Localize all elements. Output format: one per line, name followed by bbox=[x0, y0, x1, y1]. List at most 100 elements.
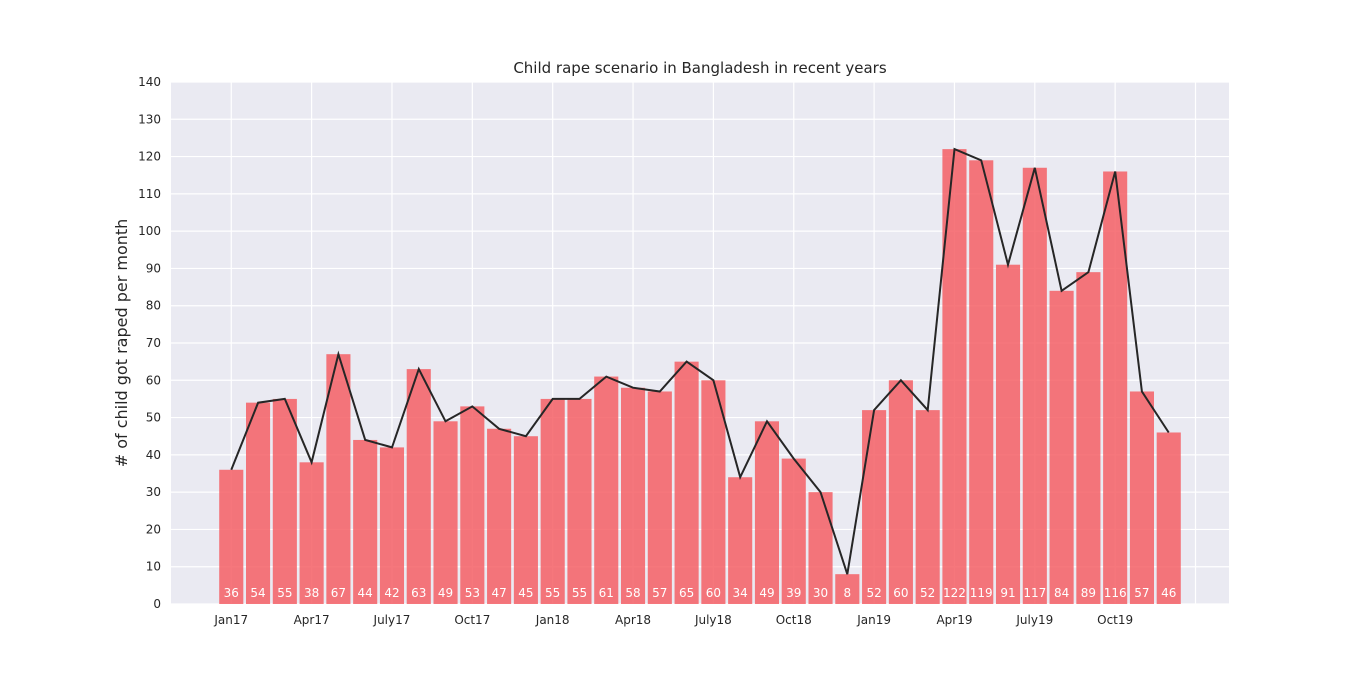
bar bbox=[915, 410, 940, 604]
bar bbox=[674, 361, 699, 604]
x-tick-label: July18 bbox=[694, 613, 732, 627]
bar bbox=[567, 398, 592, 604]
x-tick-label: Oct17 bbox=[454, 613, 490, 627]
y-tick-label: 80 bbox=[146, 299, 161, 313]
bar-value-label: 49 bbox=[759, 586, 774, 600]
bar bbox=[647, 391, 672, 604]
y-tick-label: 60 bbox=[146, 373, 161, 387]
bar-value-label: 54 bbox=[250, 586, 265, 600]
x-tick-label: Oct18 bbox=[776, 613, 812, 627]
chart-title: Child rape scenario in Bangladesh in rec… bbox=[513, 59, 887, 77]
bar-value-label: 116 bbox=[1104, 586, 1127, 600]
bar-value-label: 38 bbox=[304, 586, 319, 600]
bar bbox=[781, 458, 806, 604]
y-axis-label: # of child got raped per month bbox=[112, 219, 131, 468]
bar-value-label: 53 bbox=[465, 586, 480, 600]
trend-line bbox=[230, 147, 1170, 575]
data-labels: 36 54 55 38 67 44 42 63 49 53 47 45 55 55 61 58 57 65 60 34… bbox=[224, 586, 1177, 600]
bar bbox=[540, 398, 565, 604]
bar-value-label: 44 bbox=[358, 586, 373, 600]
bar-value-label: 117 bbox=[1023, 586, 1046, 600]
bar-value-label: 122 bbox=[943, 586, 966, 600]
x-tick-label: Apr17 bbox=[294, 613, 330, 627]
x-tick-label: Oct19 bbox=[1097, 613, 1133, 627]
bar-value-label: 60 bbox=[706, 586, 721, 600]
bar-value-label: 34 bbox=[733, 586, 748, 600]
bar bbox=[326, 354, 351, 604]
bar bbox=[353, 439, 378, 604]
bar-value-label: 49 bbox=[438, 586, 453, 600]
bar-value-label: 8 bbox=[843, 586, 851, 600]
x-axis-ticks: Jan17 Apr17 July17 Oct17 Jan18 Apr18 July18 Oct… bbox=[213, 613, 1133, 627]
y-axis-ticks: 0 10 20 30 40 50 60 70 80 90 100 110 120 130 140 bbox=[138, 75, 161, 611]
bar-value-label: 30 bbox=[813, 586, 828, 600]
bar bbox=[513, 436, 538, 604]
y-tick-label: 10 bbox=[146, 560, 161, 574]
y-tick-label: 0 bbox=[153, 597, 161, 611]
bar bbox=[942, 149, 967, 604]
y-tick-label: 100 bbox=[138, 224, 161, 238]
y-tick-label: 110 bbox=[138, 187, 161, 201]
bar-value-label: 89 bbox=[1081, 586, 1096, 600]
bar bbox=[219, 469, 244, 604]
bar bbox=[1022, 167, 1047, 604]
bar bbox=[835, 574, 860, 604]
y-tick-label: 130 bbox=[138, 112, 161, 126]
bar-value-label: 36 bbox=[224, 586, 239, 600]
bar bbox=[379, 447, 405, 604]
bar-value-label: 55 bbox=[277, 586, 292, 600]
bar bbox=[808, 492, 833, 604]
y-tick-label: 70 bbox=[146, 336, 161, 350]
bar bbox=[245, 402, 271, 604]
bar-value-label: 45 bbox=[518, 586, 533, 600]
x-tick-label: Jan19 bbox=[856, 613, 891, 627]
bar-value-label: 57 bbox=[652, 586, 667, 600]
bar bbox=[995, 264, 1021, 604]
bar bbox=[594, 376, 619, 604]
bar bbox=[701, 380, 726, 604]
bar-value-label: 52 bbox=[920, 586, 935, 600]
y-tick-label: 30 bbox=[146, 485, 161, 499]
bar-value-label: 55 bbox=[572, 586, 587, 600]
bars bbox=[219, 149, 1181, 605]
x-tick-label: Jan18 bbox=[535, 613, 570, 627]
bar bbox=[406, 369, 431, 604]
bar bbox=[460, 406, 485, 604]
y-tick-label: 40 bbox=[146, 448, 161, 462]
bar bbox=[272, 398, 297, 604]
bar bbox=[754, 421, 780, 604]
bar-value-label: 63 bbox=[411, 586, 426, 600]
bar-value-label: 46 bbox=[1161, 586, 1176, 600]
bar-value-label: 61 bbox=[599, 586, 614, 600]
bar-value-label: 84 bbox=[1054, 586, 1069, 600]
bar bbox=[487, 428, 512, 604]
bar bbox=[728, 477, 753, 604]
bar-value-label: 52 bbox=[866, 586, 881, 600]
y-tick-label: 50 bbox=[146, 411, 161, 425]
bar bbox=[862, 410, 887, 604]
y-tick-label: 20 bbox=[146, 522, 161, 536]
bar-value-label: 58 bbox=[625, 586, 640, 600]
bar bbox=[1076, 272, 1101, 604]
bar-value-label: 39 bbox=[786, 586, 801, 600]
bar bbox=[433, 421, 458, 604]
bar-value-label: 55 bbox=[545, 586, 560, 600]
bar bbox=[888, 380, 913, 604]
bar bbox=[1156, 432, 1181, 604]
x-tick-label: Jan17 bbox=[213, 613, 248, 627]
x-tick-label: July19 bbox=[1015, 613, 1053, 627]
bar-value-label: 91 bbox=[1000, 586, 1015, 600]
y-tick-label: 140 bbox=[138, 75, 161, 89]
y-tick-label: 120 bbox=[138, 150, 161, 164]
bar-value-label: 42 bbox=[384, 586, 399, 600]
x-tick-label: Apr18 bbox=[615, 613, 651, 627]
bar bbox=[299, 462, 324, 604]
bar-value-label: 60 bbox=[893, 586, 908, 600]
bar bbox=[1049, 290, 1074, 604]
y-tick-label: 90 bbox=[146, 261, 161, 275]
bar-value-label: 119 bbox=[970, 586, 993, 600]
x-tick-label: July17 bbox=[373, 613, 411, 627]
bar-value-label: 57 bbox=[1134, 586, 1149, 600]
bar-value-label: 67 bbox=[331, 586, 346, 600]
